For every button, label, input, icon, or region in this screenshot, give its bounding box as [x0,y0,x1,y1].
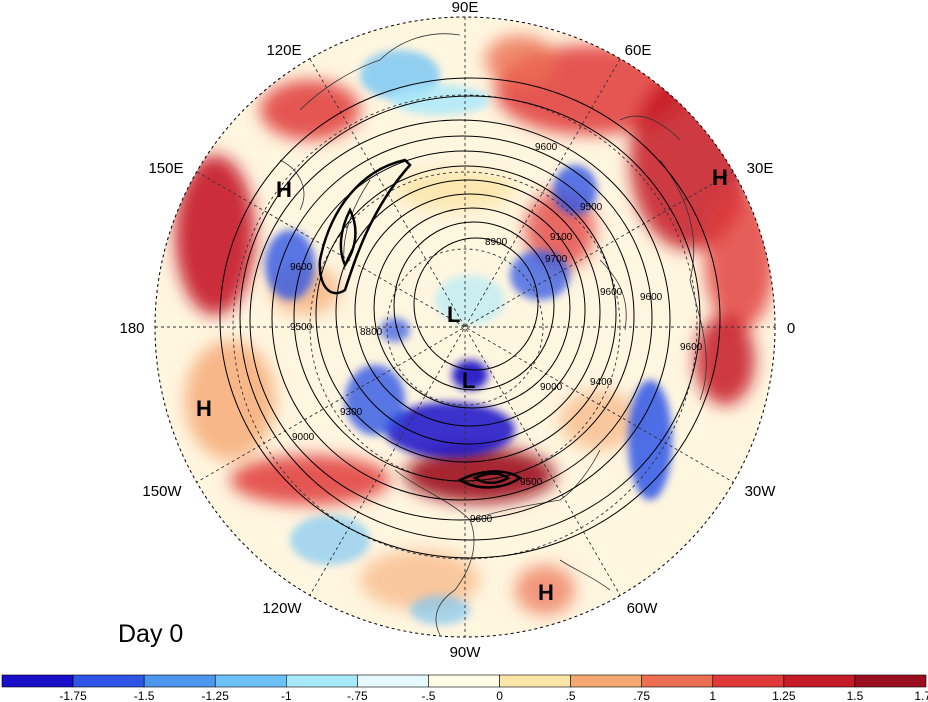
contour-labels: 9600 9500 9100 8900 9700 9600 9600 9500 … [290,142,703,525]
contour-label: 9600 [535,142,558,153]
high-pressure-marker: H [276,177,292,202]
low-pressure-marker: L [447,302,460,327]
colorbar-tick-label: 1.5 [847,689,864,702]
colorbar-box [72,674,145,688]
colorbar-ticks: -1.75 -1.5 -1.25 -1 -.75 -.5 0 .5 .75 1 1.25 1.5 1.7… [59,689,928,702]
contour-label: 9600 [470,514,493,525]
contour-label: 9600 [640,292,663,303]
lon-label-30e: 30E [747,160,774,177]
lon-label-60w: 60W [627,600,659,617]
colorbar-box [143,674,216,688]
contour-label: 9500 [520,477,543,488]
lon-label-150w: 150W [142,483,182,500]
contour-label: 9000 [540,382,563,393]
contour-label: 9000 [292,432,315,443]
contour-label: 9600 [600,287,623,298]
contour-label: 9500 [290,322,313,333]
colorbar-tick-label: .5 [566,689,576,702]
colorbar-box [214,674,287,688]
pressure-centers: H H H H L L [196,165,728,605]
colorbar-tick-label: 1.75 [914,689,928,702]
contour-label: 8800 [360,327,383,338]
lon-label-90w: 90W [450,644,482,661]
contour-label: 9300 [340,407,363,418]
day-label: Day 0 [118,620,184,648]
colorbar-box [783,674,856,688]
high-pressure-marker: H [712,165,728,190]
contour-label: 9100 [550,232,573,243]
lon-label-180: 180 [119,320,144,337]
lon-label-150e: 150E [148,160,183,177]
high-pressure-marker: H [538,580,554,605]
colorbar-tick-label: -.5 [421,689,435,702]
colorbar-box [357,674,429,688]
colorbar-tick-label: -1.5 [134,689,155,702]
high-pressure-marker: H [196,396,212,421]
low-pressure-marker: L [462,368,475,393]
contour-label: 9600 [290,262,313,273]
colorbar-box [854,674,927,688]
lon-label-120e: 120E [266,42,301,59]
colorbar-tick-label: 0 [496,689,503,702]
colorbar: -1.75 -1.5 -1.25 -1 -.75 -.5 0 .5 .75 1 1.25 1.5 1.7… [1,674,928,702]
colorbar-box [286,674,358,688]
lon-label-120w: 120W [262,600,302,617]
contour-label: 9500 [580,202,603,213]
colorbar-tick-label: -1.75 [59,689,87,702]
lon-label-60e: 60E [625,42,652,59]
contour-label: 9600 [680,342,703,353]
colorbar-box [1,674,74,688]
jet-contours [318,158,523,489]
colorbar-boxes [1,674,927,688]
lon-label-90e: 90E [452,0,479,16]
contour-label: 9700 [545,254,568,265]
contour-label: 8900 [485,237,508,248]
contour-label: 9400 [590,377,613,388]
colorbar-box [428,674,500,688]
colorbar-tick-label: -1 [281,689,292,702]
lon-label-0: 0 [787,320,795,337]
colorbar-box [570,674,642,688]
longitude-labels: 90E 60E 30E 0 30W 60W 90W 120W 150W 180 … [119,0,795,661]
colorbar-tick-label: -.75 [347,689,368,702]
lon-label-30w: 30W [745,483,777,500]
colorbar-tick-label: .75 [633,689,650,702]
colorbar-box [499,674,571,688]
map-boundary [154,16,776,638]
colorbar-box [712,674,785,688]
colorbar-box [641,674,714,688]
height-contours [219,77,721,559]
colorbar-tick-label: 1 [709,689,716,702]
colorbar-tick-label: 1.25 [772,689,796,702]
coastlines [279,33,707,636]
colorbar-tick-label: -1.25 [202,689,230,702]
